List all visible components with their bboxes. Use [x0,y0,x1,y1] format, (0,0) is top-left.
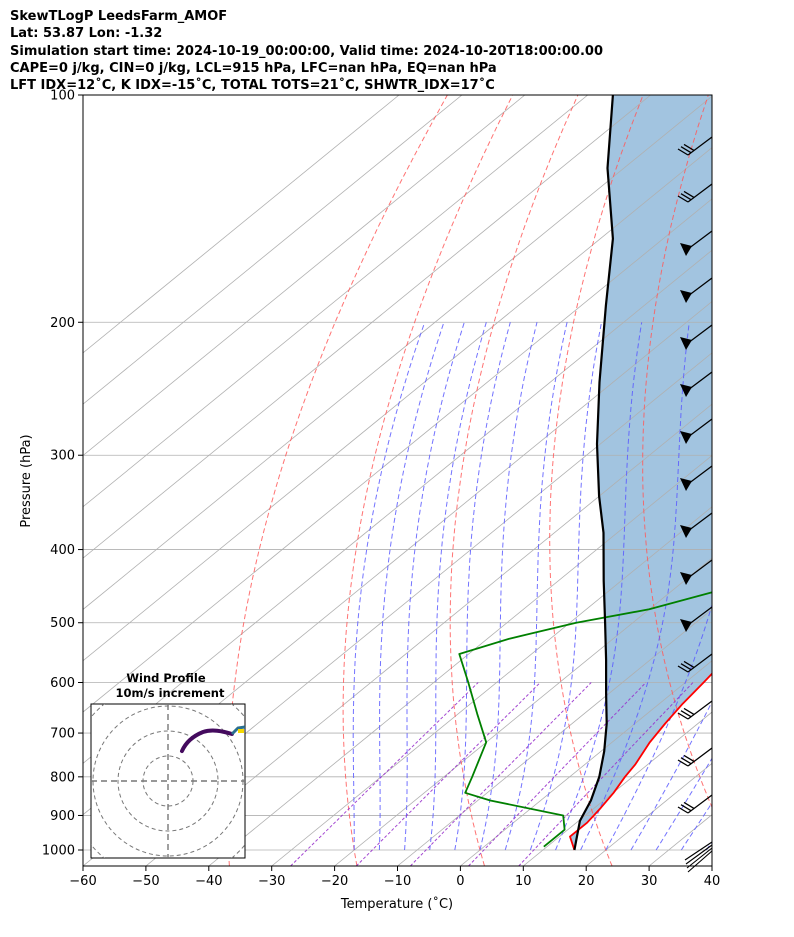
moist-adiabat-line [454,322,511,851]
wind-barb [686,847,713,869]
y-tick-label: 700 [50,727,75,742]
cape-line: CAPE=0 j/kg, CIN=0 j/kg, LCL=915 hPa, LF… [10,60,497,76]
moist-adiabat-line [352,322,426,850]
dry-adiabat-line [642,95,712,809]
wind-barb [680,606,713,632]
x-tick-label: −40 [195,874,222,889]
isotherm-gridline [523,711,712,866]
y-tick-label: 1000 [42,844,75,859]
isotherm-gridline [460,660,712,866]
dry-adiabat-line [226,95,448,866]
wind-barb [680,418,713,444]
moist-adiabat-line [555,322,643,851]
moist-adiabat-line [529,322,602,851]
moist-adiabat-line [580,322,690,851]
stable-area-fill [570,95,712,850]
mixing-ratio-line [410,682,592,866]
wind-barb [680,277,713,303]
mixing-ratio-line [468,682,647,866]
y-tick-label: 300 [50,449,75,464]
wind-barb [680,512,713,538]
y-tick-label: 600 [50,676,75,691]
hodograph-trace [230,725,245,736]
hodograph-trace [180,728,234,753]
wind-barb [680,465,713,491]
isotherm-gridline [83,147,712,662]
wind-barb [677,183,713,203]
dry-adiabat-line [730,95,794,866]
moist-adiabat-line [479,322,538,851]
x-tick-label: −50 [132,874,159,889]
x-tick-label: −30 [258,874,285,889]
y-axis-label: Pressure (hPa) [19,434,34,527]
isotherm-gridline [775,95,794,866]
wind-barb [677,136,713,156]
y-tick-label: 900 [50,809,75,824]
isotherm-gridline [145,403,712,866]
inset-range-ring [117,730,219,832]
isotherm-gridline [83,95,526,456]
x-tick-label: 10 [515,874,532,889]
wind-barb [677,794,713,814]
moist-adiabat-line [429,322,487,851]
series-temperature [569,672,712,851]
wind-barb [684,841,713,861]
x-tick-label: 30 [641,874,658,889]
x-tick-label: 0 [456,874,464,889]
y-tick-label: 400 [50,543,75,558]
y-tick-label: 500 [50,616,75,631]
mixing-ratio-line [355,682,541,866]
wind-profile-subtitle: 10m/s increment [116,686,225,700]
y-tick-label: 100 [50,89,75,104]
moist-adiabat-line [706,840,712,851]
wind-barb [685,844,713,865]
location-line: Lat: 53.87 Lon: -1.32 [10,26,163,42]
x-tick-label: −10 [384,874,411,889]
wind-profile-title: Wind Profile [126,671,206,685]
moist-adiabat-line [378,322,445,850]
wind-barb [677,747,713,767]
wind-barb [680,230,713,256]
isotherm-gridline [397,608,712,866]
chart-title: SkewTLogP LeedsFarm_AMOF [10,9,228,24]
x-tick-label: −60 [69,874,96,889]
y-tick-label: 200 [50,316,75,331]
isotherm-gridline [83,95,463,405]
moist-adiabat-line [404,322,465,851]
isotherm-gridline [83,95,651,559]
x-tick-label: −20 [321,874,348,889]
isotherm-gridline [334,557,712,866]
wind-barb [687,850,713,873]
x-tick-label: 20 [578,874,595,889]
y-tick-label: 800 [50,770,75,785]
isotherm-gridline [83,198,712,713]
wind-barb [677,700,713,720]
mixing-ratio-line [290,682,479,866]
series-parcel [573,95,614,851]
wind-barb [680,324,713,350]
dry-adiabat-line [549,95,644,866]
x-tick-label: 40 [704,874,721,889]
wind-profile-inset: Wind Profile 10m/s increment [90,671,246,859]
dry-adiabat-line [342,95,514,866]
isotherm-gridline [83,95,589,508]
x-axis-label: Temperature (˚C) [340,896,453,912]
isotherm-gridline [711,865,712,866]
time-line: Simulation start time: 2024-10-19_00:00:… [10,43,603,59]
chart-title-block: SkewTLogP LeedsFarm_AMOF Lat: 53.87 Lon:… [10,8,603,94]
moist-adiabat-line [605,603,712,851]
wind-barb [680,559,713,585]
isotherm-gridline [83,95,400,354]
wind-barb [680,371,713,397]
hodograph-marker [238,729,244,733]
indices-line: LFT IDX=12˚C, K IDX=-15˚C, TOTAL TOTS=21… [10,78,495,94]
isotherm-gridline [83,95,712,610]
series-dewpoint [458,591,712,848]
dry-adiabat-line [449,95,579,866]
wind-barb [677,653,713,673]
moist-adiabat-line [504,322,568,851]
isotherm-gridline [271,506,712,866]
